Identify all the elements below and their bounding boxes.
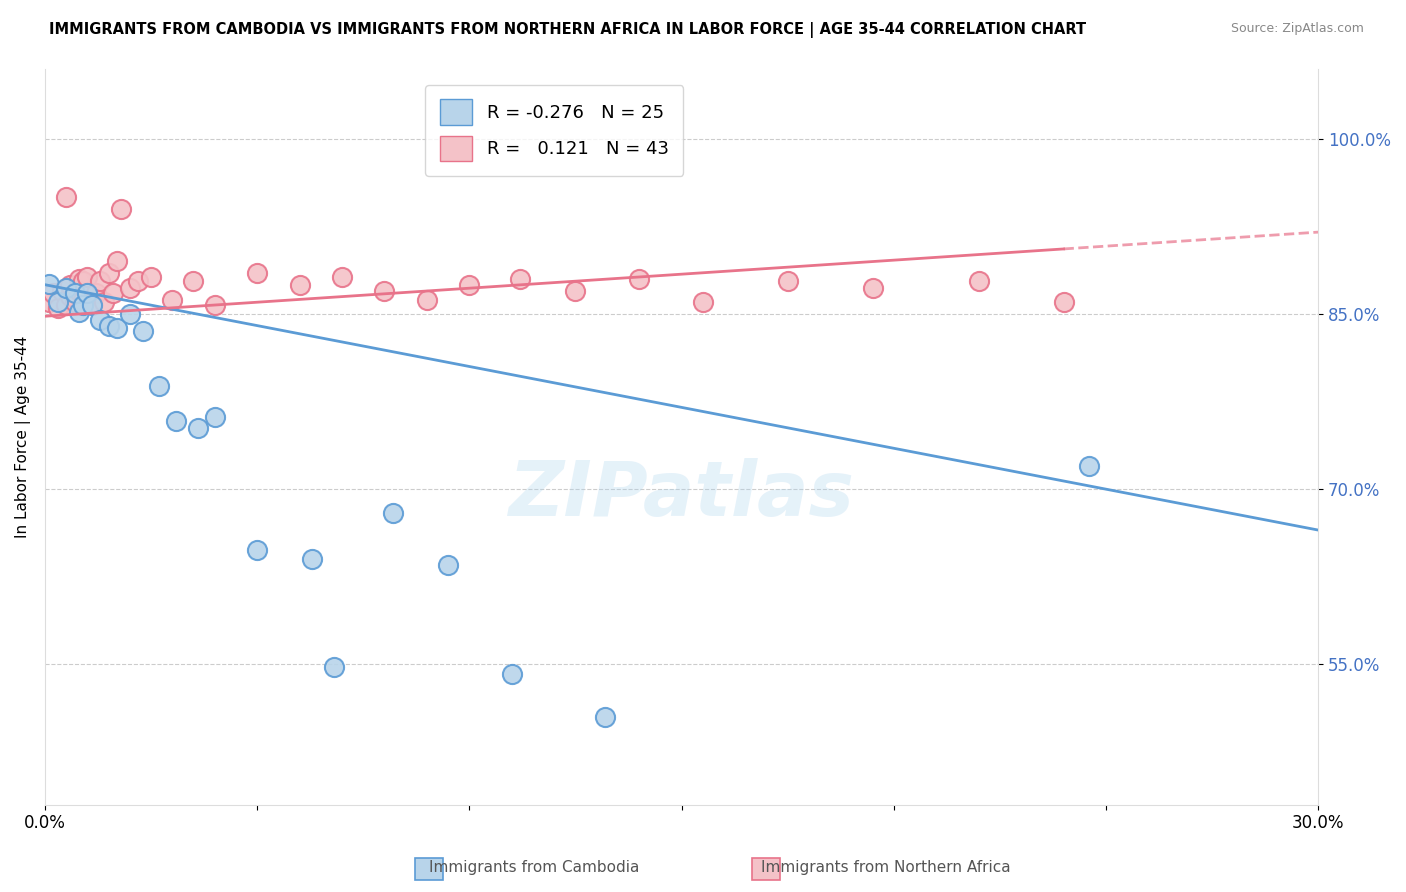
Point <box>131 325 153 339</box>
Point <box>105 321 128 335</box>
Point <box>246 543 269 558</box>
Point <box>187 421 209 435</box>
Legend: R = -0.276   N = 25, R =   0.121   N = 43: R = -0.276 N = 25, R = 0.121 N = 43 <box>426 85 683 176</box>
Point <box>110 202 132 216</box>
Point <box>118 281 141 295</box>
Point <box>38 295 60 310</box>
Point <box>593 710 616 724</box>
Point <box>97 266 120 280</box>
Point <box>628 272 651 286</box>
Point <box>246 266 269 280</box>
Point <box>101 285 124 300</box>
Point <box>183 274 205 288</box>
Point <box>118 307 141 321</box>
Point <box>76 285 98 300</box>
Point <box>76 285 98 300</box>
Point <box>967 274 990 288</box>
Text: Immigrants from Northern Africa: Immigrants from Northern Africa <box>761 861 1011 875</box>
Point <box>330 269 353 284</box>
Point <box>42 285 65 300</box>
Point <box>89 274 111 288</box>
Point <box>139 269 162 284</box>
Point <box>501 666 523 681</box>
Point <box>89 312 111 326</box>
Point <box>416 293 439 307</box>
Point <box>67 272 90 286</box>
Point <box>72 293 94 307</box>
Point <box>166 414 188 428</box>
Point <box>93 295 115 310</box>
Point <box>373 284 395 298</box>
Point <box>63 295 86 310</box>
Point <box>72 297 94 311</box>
Text: IMMIGRANTS FROM CAMBODIA VS IMMIGRANTS FROM NORTHERN AFRICA IN LABOR FORCE | AGE: IMMIGRANTS FROM CAMBODIA VS IMMIGRANTS F… <box>49 22 1087 38</box>
Point <box>127 274 149 288</box>
Point <box>458 277 481 292</box>
Point <box>288 277 311 292</box>
Point <box>38 277 60 291</box>
Point <box>84 285 107 300</box>
Point <box>67 304 90 318</box>
Point <box>204 409 226 424</box>
Point <box>105 254 128 268</box>
Text: ZIPatlas: ZIPatlas <box>509 458 855 533</box>
Point <box>160 293 183 307</box>
Point <box>148 379 170 393</box>
Point <box>76 269 98 284</box>
Point <box>437 558 460 573</box>
Point <box>322 660 344 674</box>
Text: Immigrants from Cambodia: Immigrants from Cambodia <box>429 861 640 875</box>
Point <box>204 297 226 311</box>
Point <box>59 289 82 303</box>
Point <box>509 272 531 286</box>
Point <box>80 295 103 310</box>
Point <box>55 297 77 311</box>
Point <box>55 190 77 204</box>
Text: Source: ZipAtlas.com: Source: ZipAtlas.com <box>1230 22 1364 36</box>
Point <box>564 284 586 298</box>
Point <box>46 301 69 315</box>
Point <box>72 274 94 288</box>
Point <box>1078 458 1101 473</box>
Point <box>692 295 714 310</box>
Point <box>46 295 69 310</box>
Point <box>301 552 323 566</box>
Point <box>51 284 73 298</box>
Point <box>55 281 77 295</box>
Point <box>776 274 799 288</box>
Point <box>97 318 120 333</box>
Point <box>381 506 404 520</box>
Point <box>80 297 103 311</box>
Point <box>862 281 884 295</box>
Point <box>67 284 90 298</box>
Point <box>63 285 86 300</box>
Point <box>1052 295 1074 310</box>
Y-axis label: In Labor Force | Age 35-44: In Labor Force | Age 35-44 <box>15 335 31 538</box>
Point <box>59 277 82 292</box>
